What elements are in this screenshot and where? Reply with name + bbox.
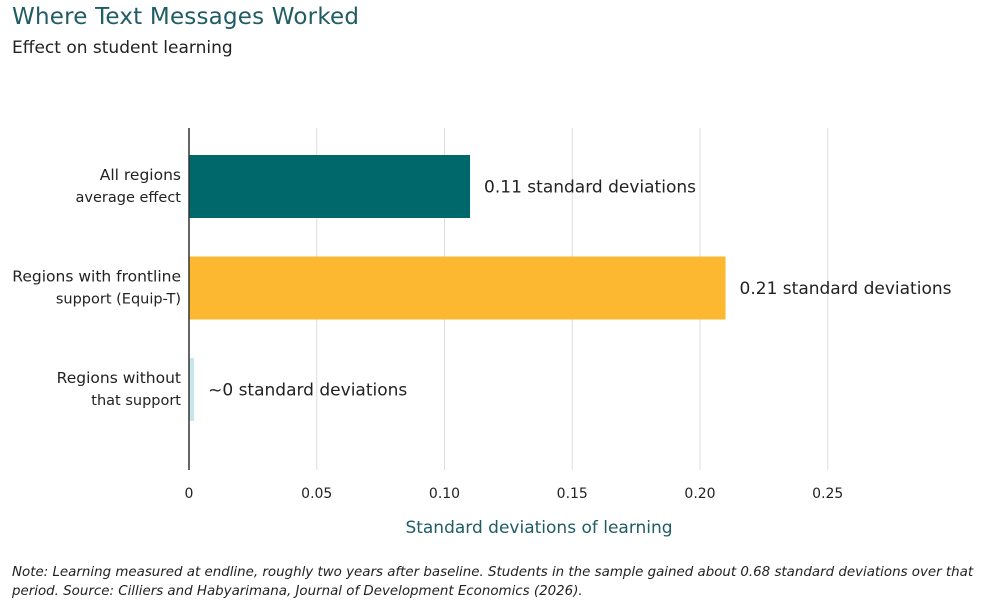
data-label: 0.11 standard deviations	[484, 178, 696, 198]
x-tick-label: 0.20	[684, 486, 715, 502]
data-label: ~0 standard deviations	[208, 381, 407, 401]
bars	[189, 155, 726, 421]
data-label: 0.21 standard deviations	[740, 279, 952, 299]
x-tick-label: 0	[185, 486, 194, 502]
bar-chart: 0 0.05 0.10 0.15 0.20 0.25 All regions average …	[12, 128, 952, 538]
bar	[189, 256, 726, 320]
category-label: Regions without that support	[57, 369, 182, 409]
chart-title: Where Text Messages Worked	[12, 4, 360, 30]
bar	[189, 155, 471, 218]
chart-note: Note: Learning measured at endline, roug…	[12, 565, 974, 599]
x-tick-label: 0.05	[301, 486, 332, 502]
labels: 0 0.05 0.10 0.15 0.20 0.25 All regions average …	[12, 166, 951, 538]
x-axis-title: Standard deviations of learning	[405, 518, 672, 538]
category-label: All regions average effect	[76, 166, 182, 206]
chart-subtitle: Effect on student learning	[12, 38, 233, 58]
x-tick-label: 0.25	[812, 486, 843, 502]
x-tick-label: 0.15	[557, 486, 588, 502]
bar	[189, 358, 195, 421]
category-label: Regions with frontline support (Equip-T)	[12, 268, 181, 308]
x-tick-label: 0.10	[429, 486, 460, 502]
